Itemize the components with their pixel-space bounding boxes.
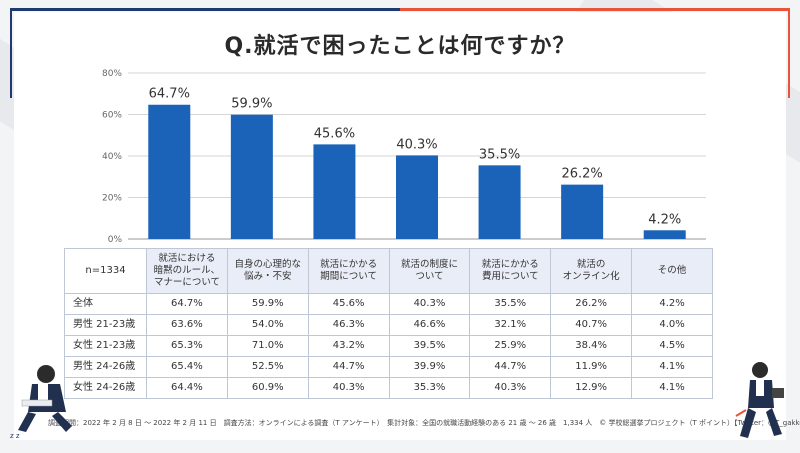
table-column-header: 就活における 暗黙のルール、 マナーについて — [146, 248, 228, 294]
bar — [478, 165, 521, 239]
y-tick-label: 20% — [102, 194, 122, 204]
table-cell: 40.7% — [550, 314, 633, 336]
table-column-header: 就活にかかる 期間について — [307, 248, 390, 294]
table-column-header: 就活の オンライン化 — [550, 248, 633, 294]
table-cell: 65.4% — [146, 356, 228, 378]
table-cell: 39.9% — [388, 356, 471, 378]
table-cell: 46.6% — [388, 314, 471, 336]
table-cell: 64.4% — [146, 377, 228, 399]
table-cell: 40.3% — [469, 377, 552, 399]
table-cell: 39.5% — [388, 335, 471, 357]
table-header-row: n=1334 就活における 暗黙のルール、 マナーについて 自身の心理的な 悩み・不安就… — [64, 248, 713, 294]
header-line: 自身の心理的な — [234, 259, 302, 270]
bar — [396, 155, 438, 239]
running-student-illustration — [735, 362, 784, 438]
table-cell: 4.1% — [631, 356, 713, 378]
y-tick-label: 60% — [102, 111, 122, 121]
table-cell: 43.2% — [307, 335, 390, 357]
table-column-header: 自身の心理的な 悩み・不安 — [226, 248, 309, 294]
row-label: 女性 21-23歳 — [64, 335, 147, 357]
table-cell: 45.6% — [307, 293, 390, 315]
header-line: 期間について — [320, 271, 377, 282]
stressed-student-illustration: z z — [10, 365, 72, 440]
breakdown-table: n=1334 就活における 暗黙のルール、 マナーについて 自身の心理的な 悩み・不安就… — [64, 248, 713, 399]
table-cell: 64.7% — [146, 293, 228, 315]
bar-value-label: 4.2% — [648, 212, 681, 227]
table-cell: 40.3% — [388, 293, 471, 315]
header-line: 就活にかかる — [481, 259, 539, 270]
table-cell: 65.3% — [146, 335, 228, 357]
frame-top-left — [10, 8, 400, 11]
table-cell: 63.6% — [146, 314, 228, 336]
header-line: オンライン化 — [562, 271, 620, 282]
table-cell: 25.9% — [469, 335, 552, 357]
table-column-header: その他 — [631, 248, 713, 294]
table-column-header: 就活の制度に ついて — [388, 248, 471, 294]
table-cell: 60.9% — [226, 377, 309, 399]
table-row: 男性 24-26歳 65.4% 52.5% 44.7% 39.9% 44.7% 11.9% 4… — [64, 356, 713, 378]
bar — [643, 230, 686, 239]
header-line: ついて — [415, 271, 444, 282]
table-cell: 4.5% — [631, 335, 713, 357]
y-tick-label: 40% — [102, 152, 122, 162]
frame-left — [10, 8, 12, 98]
table-row: 男性 21-23歳 63.6% 54.0% 46.3% 46.6% 32.1% 40.7% 4… — [64, 314, 713, 336]
table-cell: 44.7% — [307, 356, 390, 378]
header-line: 就活にかかる — [320, 259, 378, 270]
row-label: 男性 21-23歳 — [64, 314, 147, 336]
table-row: 女性 24-26歳 64.4% 60.9% 40.3% 35.3% 40.3% 12.9% 4… — [64, 377, 713, 399]
table-cell: 54.0% — [226, 314, 309, 336]
bar — [561, 184, 604, 239]
bar-value-label: 59.9% — [231, 97, 272, 112]
table-cell: 71.0% — [226, 335, 309, 357]
header-line: マナーについて — [153, 277, 221, 288]
bar-value-label: 26.2% — [561, 167, 602, 182]
bar — [230, 114, 273, 239]
table-cell: 4.1% — [631, 377, 713, 399]
table-corner-label: n=1334 — [64, 248, 147, 294]
table-cell: 32.1% — [469, 314, 552, 336]
header-line: その他 — [657, 265, 687, 276]
table-cell: 11.9% — [550, 356, 633, 378]
table-cell: 46.3% — [307, 314, 390, 336]
table-cell: 52.5% — [226, 356, 309, 378]
row-label: 全体 — [64, 293, 147, 315]
header-line: 悩み・不安 — [244, 271, 292, 282]
frame-right — [788, 8, 790, 98]
table-cell: 59.9% — [226, 293, 309, 315]
table-cell: 35.3% — [388, 377, 471, 399]
bar — [148, 104, 191, 239]
bar-value-label: 40.3% — [396, 137, 437, 152]
survey-footnote: 調査期間：2022 年 2 月 8 日 ～ 2022 年 2 月 11 日 調査… — [48, 419, 800, 427]
table-cell: 35.5% — [469, 293, 552, 315]
table-row: 女性 21-23歳 65.3% 71.0% 43.2% 39.5% 25.9% 38.4% 4… — [64, 335, 713, 357]
bar-value-label: 45.6% — [314, 126, 355, 141]
y-tick-label: 80% — [102, 69, 122, 79]
row-label: 女性 24-26歳 — [64, 377, 147, 399]
table-cell: 26.2% — [550, 293, 633, 315]
table-row: 全体 64.7% 59.9% 45.6% 40.3% 35.5% 26.2% 4.2% — [64, 293, 713, 315]
table-cell: 44.7% — [469, 356, 552, 378]
y-tick-label: 0% — [108, 235, 123, 245]
header-line: 暗黙のルール、 — [153, 265, 221, 276]
header-line: 費用について — [481, 271, 539, 282]
table-cell: 4.0% — [631, 314, 713, 336]
table-cell: 40.3% — [307, 377, 390, 399]
page-title: Q.就活で困ったことは何ですか？ — [224, 34, 576, 59]
bar — [313, 144, 356, 239]
frame-top-right — [400, 8, 790, 11]
table-column-header: 就活にかかる 費用について — [469, 248, 552, 294]
header-line: 就活における — [158, 253, 216, 264]
header-line: 就活の制度に — [400, 259, 458, 270]
table-cell: 12.9% — [550, 377, 633, 399]
bar-value-label: 64.7% — [149, 87, 190, 102]
table-cell: 4.2% — [631, 293, 713, 315]
bar-value-label: 35.5% — [479, 147, 520, 162]
header-line: 就活の — [576, 259, 606, 270]
table-cell: 38.4% — [550, 335, 633, 357]
svg-text:z z: z z — [10, 432, 20, 440]
